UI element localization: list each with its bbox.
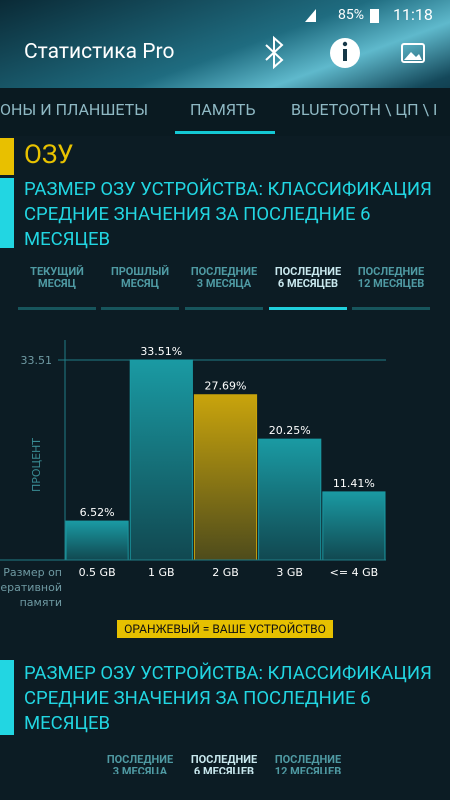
value-label: 11.41% xyxy=(333,477,375,490)
x-axis-label: памяти xyxy=(20,596,62,609)
x-tick-label: 0.5 GB xyxy=(79,566,116,579)
info-icon-dot xyxy=(342,41,348,47)
bar xyxy=(193,394,258,561)
card-heading: РАЗМЕР ОЗУ УСТРОЙСТВА: КЛАССИФИКАЦИЯ СРЕ… xyxy=(24,661,439,736)
battery-level: 85% xyxy=(338,7,364,23)
header-graphics xyxy=(265,9,425,70)
app-title: Статистика Pro xyxy=(24,40,175,64)
signal-icon xyxy=(305,9,316,22)
image-icon[interactable] xyxy=(401,43,425,63)
x-tick-label: 3 GB xyxy=(276,566,303,579)
period-selector: ТЕКУЩИЙ МЕСЯЦ ПРОШЛЫЙ МЕСЯЦ ПОСЛЕДНИЕ 3 МЕ… xyxy=(0,264,450,316)
period-option[interactable]: ПОСЛЕДНИЕ 12 МЕСЯЦЕВ xyxy=(357,265,425,290)
y-tick-label: 33.51 xyxy=(21,354,53,367)
x-axis-label: Размер оп xyxy=(3,566,62,579)
tab-indicator xyxy=(175,131,275,134)
tab[interactable]: BLUETOOTH \ ЦП \ I xyxy=(291,100,438,119)
x-tick-label: <= 4 GB xyxy=(330,566,379,579)
y-axis-label: ПРОЦЕНТ xyxy=(30,438,43,492)
chart: 33.51 ПРОЦЕНТ 0.5 GB 6.52% 1 GB 33.51% 2 GB 27.… xyxy=(0,340,386,609)
period-underline xyxy=(185,307,263,310)
card-accent xyxy=(0,660,14,735)
period-option[interactable]: ПРОШЛЫЙ МЕСЯЦ xyxy=(110,265,170,290)
tab[interactable]: ПАМЯТЬ xyxy=(190,100,256,119)
value-label: 20.25% xyxy=(269,424,311,437)
card-accent xyxy=(0,178,14,248)
value-label: 6.52% xyxy=(80,506,115,519)
x-axis-label: еративной xyxy=(0,581,62,594)
period-selector: ПОСЛЕДНИЕ 3 МЕСЯЦА ПОСЛЕДНИЕ 6 МЕСЯЦЕВ ПОС… xyxy=(0,752,450,775)
value-label: 33.51% xyxy=(140,345,182,358)
heading-line: СРЕДНИЕ ЗНАЧЕНИЯ ЗА ПОСЛЕДНИЕ 6 МЕСЯЦЕВ xyxy=(24,687,371,734)
period-underline xyxy=(18,307,96,310)
period-option[interactable]: ПОСЛЕДНИЕ 3 МЕСЯЦА xyxy=(106,753,174,775)
period-option[interactable]: ПОСЛЕДНИЕ 3 МЕСЯЦА xyxy=(190,265,258,290)
bluetooth-icon[interactable] xyxy=(265,35,284,70)
period-option[interactable]: ТЕКУЩИЙ МЕСЯЦ xyxy=(30,265,84,290)
heading-line: РАЗМЕР ОЗУ УСТРОЙСТВА: КЛАССИФИКАЦИЯ xyxy=(24,178,432,200)
value-label: 27.69% xyxy=(205,380,247,393)
period-underline xyxy=(352,307,430,310)
bar xyxy=(129,359,193,561)
image-icon-mountain xyxy=(404,52,422,60)
heading-line: РАЗМЕР ОЗУ УСТРОЙСТВА: КЛАССИФИКАЦИЯ xyxy=(24,662,432,684)
legend-note: ОРАНЖЕВЫЙ = ВАШЕ УСТРОЙСТВО xyxy=(117,620,333,638)
section-accent xyxy=(0,138,14,175)
period-underline xyxy=(269,307,347,310)
card-heading: РАЗМЕР ОЗУ УСТРОЙСТВА: КЛАССИФИКАЦИЯ СРЕ… xyxy=(24,177,439,252)
period-option[interactable]: ПОСЛЕДНИЕ 12 МЕСЯЦЕВ xyxy=(274,753,342,775)
tabs: ОНЫ И ПЛАНШЕТЫ ПАМЯТЬ BLUETOOTH \ ЦП \ I xyxy=(0,88,450,136)
clock: 11:18 xyxy=(393,5,433,24)
x-tick-label: 2 GB xyxy=(212,566,239,579)
bar xyxy=(65,520,129,561)
section-title: ОЗУ xyxy=(24,140,74,170)
period-underline xyxy=(101,307,179,310)
battery-icon xyxy=(370,9,379,23)
period-option[interactable]: ПОСЛЕДНИЕ 6 МЕСЯЦЕВ xyxy=(274,265,342,290)
heading-line: СРЕДНИЕ ЗНАЧЕНИЯ ЗА ПОСЛЕДНИЕ 6 МЕСЯЦЕВ xyxy=(24,203,371,250)
period-option[interactable]: ПОСЛЕДНИЕ 6 МЕСЯЦЕВ xyxy=(190,753,258,775)
info-icon-stem xyxy=(343,49,347,61)
bar xyxy=(258,438,322,561)
x-tick-label: 1 GB xyxy=(148,566,175,579)
bar xyxy=(322,491,386,561)
tab[interactable]: ОНЫ И ПЛАНШЕТЫ xyxy=(0,100,149,119)
